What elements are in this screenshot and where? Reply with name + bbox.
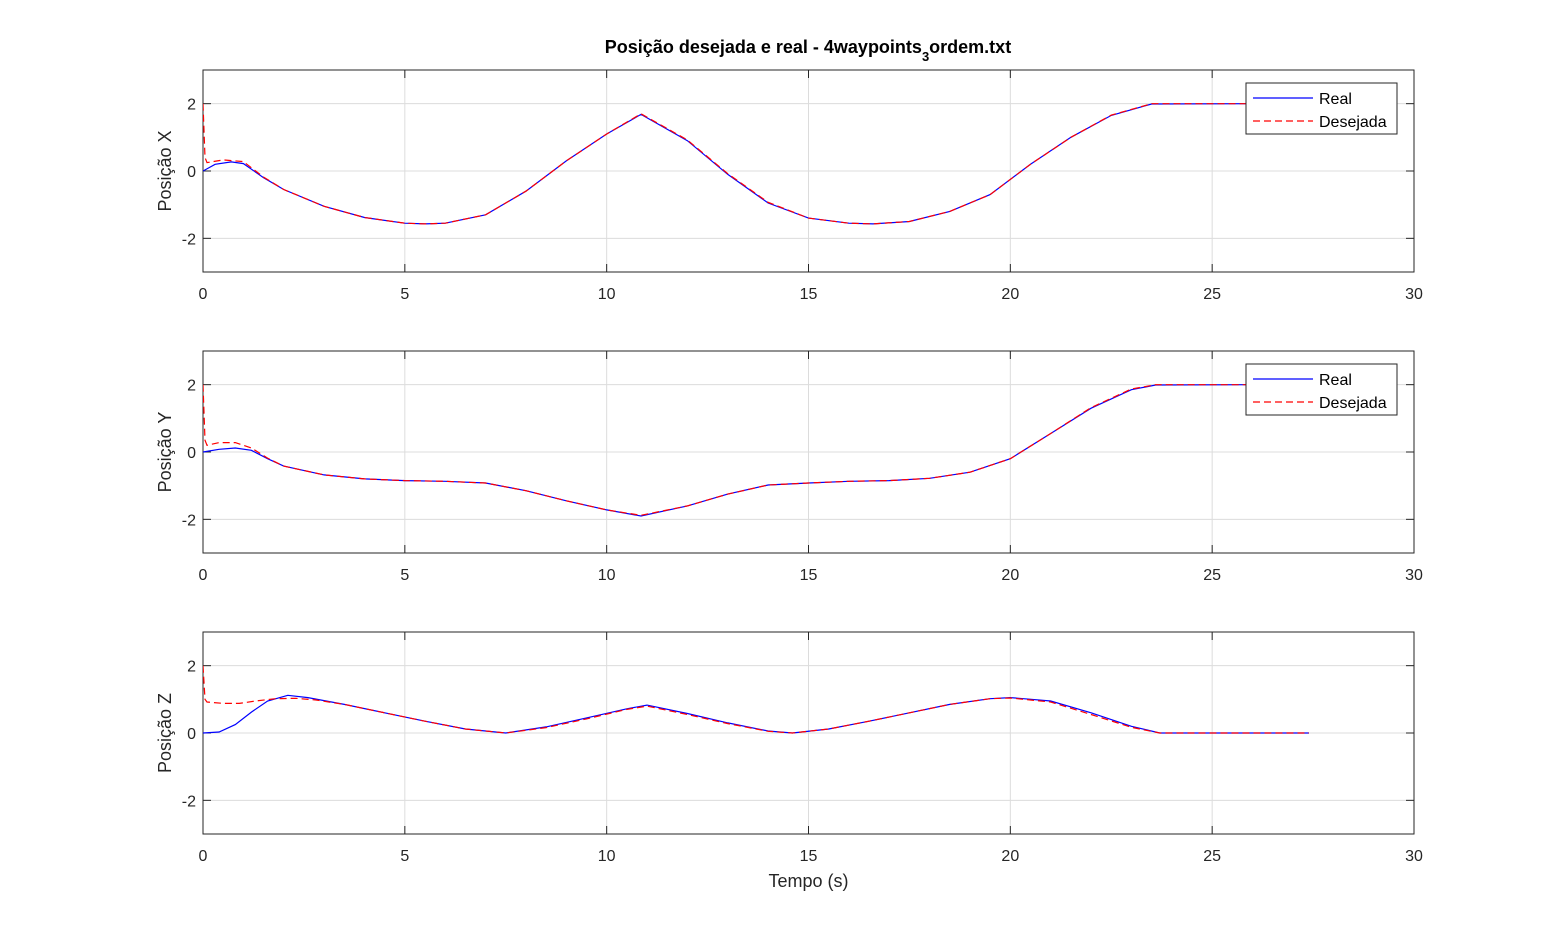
x-tick-label: 10 (598, 286, 616, 303)
x-tick-label: 25 (1203, 286, 1221, 303)
series-line-real (203, 694, 1309, 734)
y-tick-label: -2 (182, 793, 196, 810)
y-axis-label: Posição Y (155, 412, 175, 493)
x-tick-label: 5 (400, 848, 409, 865)
y-tick-label: 0 (187, 164, 196, 181)
figure-title: Posição desejada e real - 4waypoints3ord… (605, 37, 1011, 64)
y-tick-label: 2 (187, 659, 196, 676)
x-tick-label: 10 (598, 848, 616, 865)
subplot-position-y: 0 5 10 15 20 25 30 -2 0 2 Posição Y Real Desejada (155, 350, 1423, 584)
x-tick-label: 20 (1001, 286, 1019, 303)
y-tick-label: 0 (187, 726, 196, 743)
legend-label: Desejada (1319, 114, 1387, 131)
legend: Real Desejada (1245, 363, 1398, 416)
x-tick-label: 30 (1405, 567, 1423, 584)
series-line-desejada (203, 384, 1253, 516)
x-tick-label: 15 (800, 848, 818, 865)
legend-label: Desejada (1319, 395, 1387, 412)
x-tick-label: 20 (1001, 848, 1019, 865)
x-tick-label: 30 (1405, 286, 1423, 303)
y-tick-label: -2 (182, 231, 196, 248)
x-tick-label: 5 (400, 286, 409, 303)
x-tick-label: 0 (199, 848, 208, 865)
x-tick-label: 25 (1203, 567, 1221, 584)
x-tick-label: 20 (1001, 567, 1019, 584)
subplot-position-z: 0 5 10 15 20 25 30 -2 0 2 Posição Z Tempo (s) (155, 631, 1423, 891)
series-line-desejada (203, 103, 1253, 225)
legend-label: Real (1319, 91, 1352, 108)
y-tick-label: 2 (187, 378, 196, 395)
subplot-position-x: 0 5 10 15 20 25 30 -2 0 2 Posição X Real Desejada (155, 69, 1423, 303)
x-tick-label: 15 (800, 286, 818, 303)
x-axis-label: Tempo (s) (768, 871, 848, 891)
x-tick-label: 10 (598, 567, 616, 584)
title-subscript: 3 (922, 49, 929, 64)
y-axis-label: Posição X (155, 130, 175, 211)
x-tick-label: 0 (199, 286, 208, 303)
x-tick-label: 15 (800, 567, 818, 584)
x-tick-label: 5 (400, 567, 409, 584)
legend-box (1245, 363, 1398, 416)
y-tick-label: -2 (182, 512, 196, 529)
legend-label: Real (1319, 372, 1352, 389)
x-tick-label: 25 (1203, 848, 1221, 865)
legend: Real Desejada (1245, 82, 1398, 135)
title-end: ordem.txt (929, 37, 1011, 57)
x-tick-label: 0 (199, 567, 208, 584)
y-tick-label: 2 (187, 97, 196, 114)
y-tick-label: 0 (187, 445, 196, 462)
legend-box (1245, 82, 1398, 135)
title-main: Posição desejada e real - 4waypoints (605, 37, 922, 57)
y-axis-label: Posição Z (155, 693, 175, 773)
x-tick-label: 30 (1405, 848, 1423, 865)
series-line-desejada (203, 665, 1309, 734)
